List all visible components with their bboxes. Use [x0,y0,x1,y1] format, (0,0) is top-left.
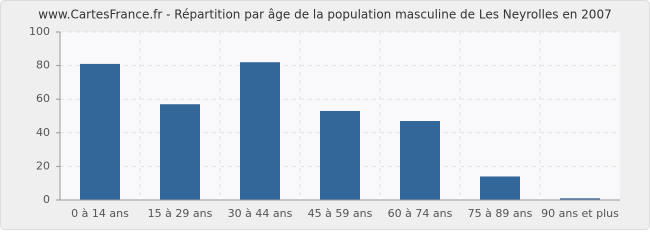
bar [320,110,360,200]
y-tick-label: 80 [36,59,50,72]
x-tick-label: 30 à 44 ans [228,207,293,220]
y-tick-label: 0 [43,193,50,206]
y-tick-label: 100 [29,25,50,38]
x-tick-label: 0 à 14 ans [71,207,129,220]
x-tick-label: 45 à 59 ans [308,207,373,220]
y-tick-label: 60 [36,92,50,105]
chart: www.CartesFrance.fr - Répartition par âg… [0,0,650,230]
chart-title: www.CartesFrance.fr - Répartition par âg… [38,8,611,22]
bar [160,104,200,200]
y-tick-label: 20 [36,159,50,172]
x-tick-label: 15 à 29 ans [148,207,213,220]
y-tick-label: 40 [36,126,50,139]
bar [560,198,600,200]
bar [240,62,280,200]
bar [400,121,440,200]
bar [80,63,120,200]
x-tick-label: 90 ans et plus [541,207,619,220]
bar [480,176,520,200]
x-tick-label: 75 à 89 ans [468,207,533,220]
x-tick-label: 60 à 74 ans [388,207,453,220]
